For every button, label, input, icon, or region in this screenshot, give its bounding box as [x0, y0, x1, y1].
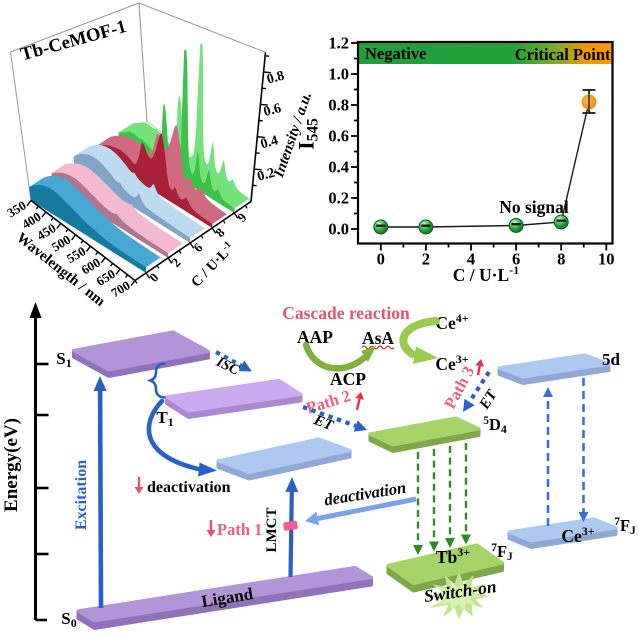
- svg-text:0: 0: [377, 250, 385, 269]
- svg-text:1.0: 1.0: [328, 65, 349, 84]
- svg-text:8: 8: [557, 250, 565, 269]
- svg-text:10: 10: [598, 250, 615, 269]
- svg-text:Energy(eV): Energy(eV): [1, 418, 22, 512]
- svg-text:Path 1: Path 1: [217, 520, 262, 539]
- svg-text:AAP: AAP: [297, 327, 333, 347]
- svg-text:1.2: 1.2: [328, 34, 349, 53]
- svg-text:6: 6: [512, 250, 520, 269]
- svg-text:C / U·L-1: C / U·L-1: [453, 263, 519, 285]
- svg-text:0.8: 0.8: [328, 96, 349, 115]
- svg-text:Cascade reaction: Cascade reaction: [282, 303, 410, 323]
- svg-text:0.4: 0.4: [328, 158, 349, 177]
- svg-text:Excitation: Excitation: [73, 460, 90, 530]
- svg-text:0.8: 0.8: [265, 69, 286, 88]
- svg-text:0.6: 0.6: [328, 127, 349, 146]
- svg-text:ET: ET: [311, 412, 336, 434]
- svg-text:0.2: 0.2: [328, 189, 349, 208]
- svg-text:AsA: AsA: [362, 328, 394, 348]
- svg-text:ACP: ACP: [330, 369, 366, 389]
- svg-text:0.0: 0.0: [328, 220, 349, 239]
- svg-text:LMCT: LMCT: [264, 508, 280, 553]
- svg-text:2: 2: [422, 250, 430, 269]
- svg-text:Critical Point: Critical Point: [515, 45, 611, 64]
- svg-text:0.4: 0.4: [259, 133, 280, 152]
- svg-text:No signal: No signal: [499, 197, 569, 217]
- svg-text:0.6: 0.6: [262, 101, 283, 120]
- svg-text:Negative: Negative: [365, 44, 426, 63]
- svg-text:deactivation: deactivation: [147, 479, 231, 496]
- svg-text:5d: 5d: [602, 350, 621, 369]
- svg-text:0.2: 0.2: [256, 166, 277, 185]
- svg-text:4: 4: [467, 250, 475, 269]
